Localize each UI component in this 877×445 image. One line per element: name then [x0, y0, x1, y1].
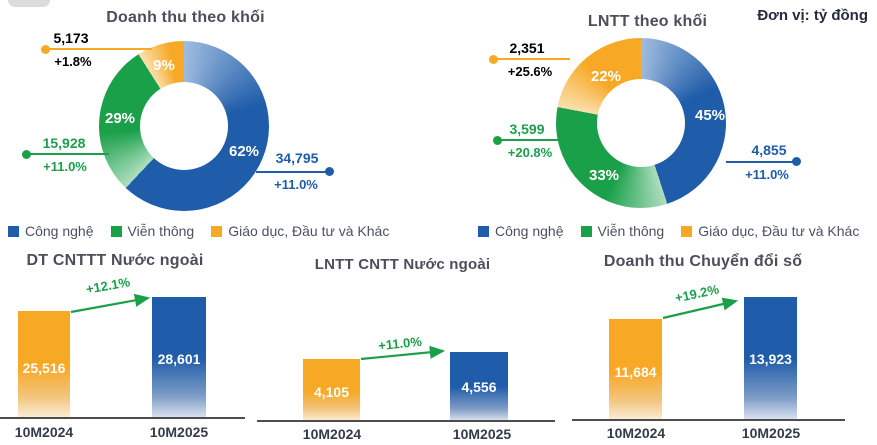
legend-item-tech: Công nghệ: [478, 223, 564, 239]
callout-dot: [489, 55, 498, 64]
callout-line: [27, 153, 109, 155]
revenue-slice-edu-percent: 9%: [153, 57, 175, 74]
revenue-telecom-value: 15,928: [42, 135, 86, 151]
legend-item-edu: Giáo dục, Đầu tư và Khác: [211, 223, 389, 239]
revenue-slice-tech-percent: 62%: [228, 143, 260, 160]
lntt-tech-delta: +11.0%: [745, 167, 789, 182]
bar-a-value-2024: 25,516: [22, 360, 66, 376]
lntt-donut-chart: [556, 38, 726, 208]
revenue-donut-chart: [99, 41, 269, 211]
revenue-edu-delta: +1.8%: [54, 54, 92, 69]
revenue-slice-telecom-percent: 29%: [104, 110, 136, 127]
callout-dot: [792, 157, 801, 166]
callout-line: [494, 58, 570, 60]
revenue-telecom-delta: +11.0%: [43, 159, 87, 174]
bar-chart-b-title: LNTT CNTT Nước ngoài: [314, 256, 491, 273]
bar-b-value-2024: 4,105: [313, 384, 350, 400]
bar-a-10m2025: [152, 297, 206, 418]
legend-item-telecom: Viễn thông: [110, 223, 195, 239]
lntt-edu-delta: +25.6%: [507, 64, 553, 79]
x-label-10m2025: 10M2025: [741, 425, 801, 441]
x-label-10m2025: 10M2025: [452, 426, 512, 442]
lntt-tech-value: 4,855: [751, 142, 787, 158]
x-label-10m2024: 10M2024: [302, 426, 362, 442]
bar-chart-c-title: Doanh thu Chuyển đổi số: [603, 253, 803, 270]
revenue-tech-delta: +11.0%: [274, 177, 318, 192]
bar-c-10m2024: [609, 319, 662, 420]
legend-item-tech: Công nghệ: [8, 223, 94, 239]
bar-b-10m2025: [450, 352, 508, 421]
callout-line: [498, 139, 558, 141]
callout-dot: [22, 150, 31, 159]
callout-dot: [41, 45, 50, 54]
legend-label: Giáo dục, Đầu tư và Khác: [228, 223, 390, 239]
legend-swatch-blue: [8, 225, 19, 237]
growth-arrow: [70, 293, 151, 314]
legend-label: Công nghệ: [495, 223, 564, 239]
revenue-donut-title: Doanh thu theo khối: [106, 9, 265, 26]
legend-label: Công nghệ: [25, 223, 94, 239]
legend-swatch-blue: [478, 225, 489, 237]
x-axis: [572, 419, 845, 421]
revenue-tech-value: 34,795: [275, 150, 319, 166]
bar-c-value-2024: 11,684: [614, 364, 657, 380]
legend-swatch-green: [580, 225, 592, 237]
legend-item-telecom: Viễn thông: [580, 223, 665, 239]
lntt-slice-telecom-percent: 33%: [588, 167, 620, 184]
bar-b-value-2025: 4,556: [461, 379, 497, 395]
lntt-edu-value: 2,351: [509, 40, 545, 56]
callout-line: [256, 171, 328, 173]
growth-arrow: [662, 297, 739, 320]
donut-hole: [140, 82, 228, 170]
legend-swatch-green: [110, 225, 122, 237]
cropped-decoration: [8, 0, 50, 7]
x-label-10m2024: 10M2024: [606, 425, 666, 441]
callout-line: [46, 48, 152, 50]
legend-label: Giáo dục, Đầu tư và Khác: [698, 223, 860, 239]
legend: Công nghệ Viễn thông Giáo dục, Đầu tư và…: [8, 223, 389, 239]
donut-hole: [597, 79, 685, 167]
revenue-edu-value: 5,173: [53, 30, 89, 46]
callout-line: [726, 161, 794, 163]
bar-c-10m2025: [744, 297, 797, 420]
x-label-10m2025: 10M2025: [149, 424, 209, 440]
lntt-slice-edu-percent: 22%: [590, 68, 622, 85]
bar-c-value-2025: 13,923: [749, 351, 792, 367]
legend-swatch-orange: [211, 225, 223, 237]
bar-b-10m2024: [303, 359, 360, 421]
legend: Công nghệ Viễn thông Giáo dục, Đầu tư và…: [478, 223, 859, 239]
lntt-slice-tech-percent: 45%: [694, 107, 726, 124]
bar-a-value-2025: 28,601: [157, 351, 201, 367]
legend-item-edu: Giáo dục, Đầu tư và Khác: [681, 223, 859, 239]
x-label-10m2024: 10M2024: [14, 424, 74, 440]
bar-a-10m2024: [18, 311, 70, 418]
x-axis: [257, 420, 555, 422]
callout-dot: [493, 136, 502, 145]
lntt-telecom-delta: +20.8%: [507, 145, 553, 160]
x-axis: [0, 417, 245, 419]
growth-arrow: [360, 345, 446, 361]
bar-chart-a-title: DT CNTTT Nước ngoài: [26, 252, 204, 269]
legend-swatch-orange: [681, 225, 693, 237]
legend-label: Viễn thông: [597, 223, 665, 239]
callout-dot: [325, 167, 334, 176]
lntt-donut-title: LNTT theo khối: [587, 13, 708, 30]
lntt-telecom-value: 3,599: [509, 121, 545, 137]
unit-label: Đơn vị: tỷ đồng: [757, 7, 868, 24]
legend-label: Viễn thông: [127, 223, 195, 239]
